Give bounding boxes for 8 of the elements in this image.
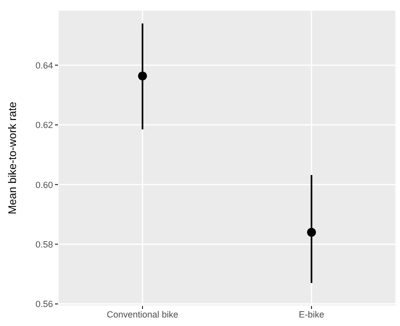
y-axis-title: Mean bike-to-work rate [6, 102, 19, 214]
y-tick-label: 0.64 [35, 60, 53, 70]
y-tick-label: 0.58 [35, 239, 53, 250]
y-tick-label: 0.56 [35, 299, 53, 310]
x-tick-label: Conventional bike [106, 309, 178, 320]
y-tick-label: 0.62 [35, 120, 53, 130]
y-tick-label: 0.60 [35, 180, 53, 190]
x-tick-label: E-bike [298, 309, 324, 320]
